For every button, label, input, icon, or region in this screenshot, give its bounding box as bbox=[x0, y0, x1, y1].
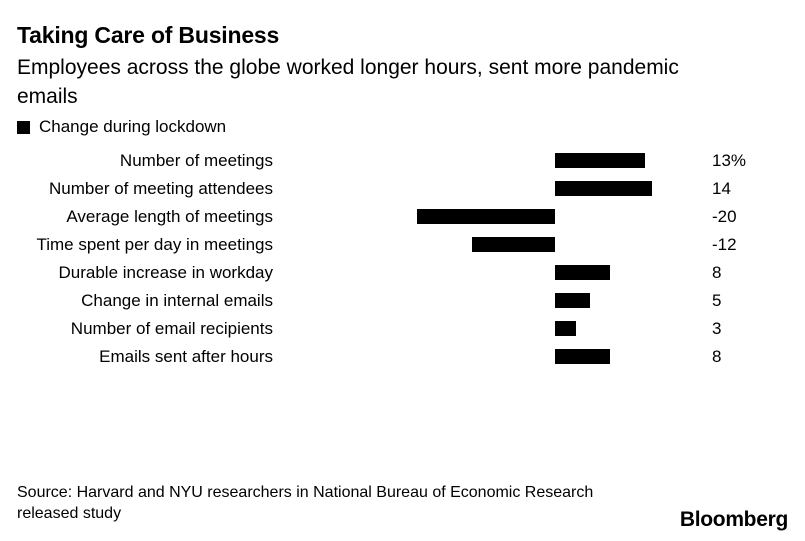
bar bbox=[555, 321, 576, 336]
value-label: 14 bbox=[712, 179, 731, 198]
value-label: 8 bbox=[712, 347, 722, 366]
source-note: Source: Harvard and NYU researchers in N… bbox=[17, 484, 594, 522]
bloomberg-logo: Bloomberg bbox=[679, 508, 788, 531]
category-label: Change in internal emails bbox=[81, 291, 273, 310]
chart-row: Number of meetings 13% bbox=[0, 147, 805, 175]
chart-row: Number of email recipients 3 bbox=[0, 315, 805, 343]
value-label: 8 bbox=[712, 263, 722, 282]
chart-row: Durable increase in workday 8 bbox=[0, 259, 805, 287]
category-label: Time spent per day in meetings bbox=[36, 235, 273, 254]
bar bbox=[555, 181, 652, 196]
legend: Change during lockdown bbox=[17, 114, 226, 140]
value-label: 13% bbox=[712, 151, 747, 170]
chart-title: Taking Care of Business bbox=[17, 22, 280, 48]
category-label: Durable increase in workday bbox=[58, 263, 274, 282]
bar bbox=[555, 349, 611, 364]
category-label: Emails sent after hours bbox=[99, 347, 273, 366]
value-label: -12 bbox=[712, 235, 737, 254]
category-label: Number of meeting attendees bbox=[49, 179, 273, 198]
chart-row: Number of meeting attendees 14 bbox=[0, 175, 805, 203]
category-label: Number of meetings bbox=[119, 151, 273, 170]
chart-row: Change in internal emails 5 bbox=[0, 287, 805, 315]
legend-label: Change during lockdown bbox=[39, 117, 227, 136]
chart-subtitle: Employees across the globe worked longer… bbox=[17, 56, 679, 108]
bar bbox=[555, 153, 645, 168]
bar bbox=[555, 293, 590, 308]
value-label: -20 bbox=[712, 207, 737, 226]
legend-swatch-icon bbox=[17, 120, 30, 134]
chart-row: Average length of meetings -20 bbox=[0, 203, 805, 231]
bar bbox=[472, 237, 555, 252]
category-label: Average length of meetings bbox=[66, 207, 273, 226]
bar-chart: Number of meetings 13% Number of meeting a… bbox=[0, 147, 805, 371]
category-label: Number of email recipients bbox=[70, 319, 273, 338]
value-label: 5 bbox=[712, 291, 722, 310]
bar bbox=[555, 265, 611, 280]
chart-row: Time spent per day in meetings -12 bbox=[0, 231, 805, 259]
chart-row: Emails sent after hours 8 bbox=[0, 343, 805, 371]
bar bbox=[417, 209, 555, 224]
value-label: 3 bbox=[712, 319, 722, 338]
